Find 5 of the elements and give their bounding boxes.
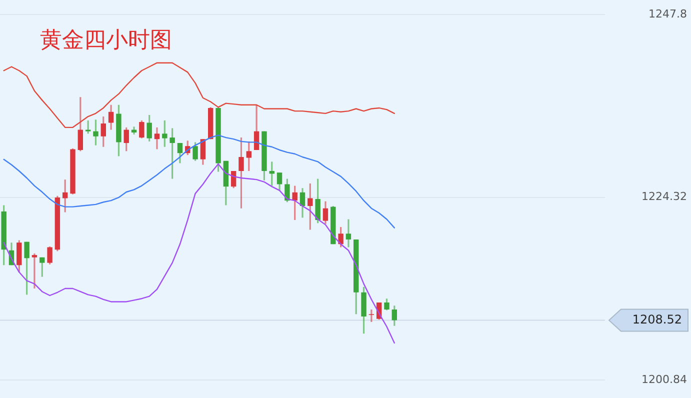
ref-line-label: 1208.52 — [632, 312, 682, 326]
y-tick-label: 1200.84 — [642, 372, 687, 386]
text: 黄金四小时图 — [40, 27, 172, 55]
y-tick-label: 1247.8 — [648, 7, 687, 20]
y-tick-label: 1224.32 — [642, 190, 687, 204]
